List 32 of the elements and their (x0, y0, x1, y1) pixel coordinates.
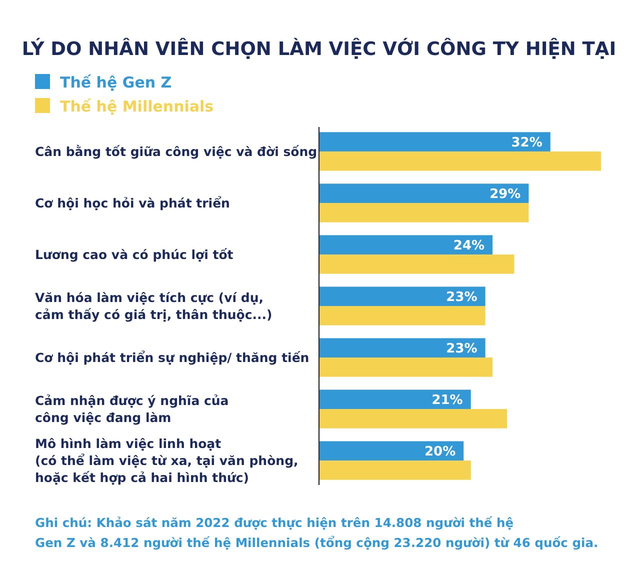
text: Ghi chú: Khảo sát năm 2022 được thực hiện trên 14.808 người thế hệ Gen Z và 8.412 người thế hệ Millennials (tổng cộng 23.220 người) từ 46 quốc gia. (35, 516, 598, 550)
bar (319, 306, 486, 326)
bar (319, 202, 529, 222)
y-tick-label: Cân bằng tốt giữa công việc và đời sống (35, 144, 318, 159)
y-tick-label: Cơ hội học hỏi và phát triển (35, 195, 230, 210)
bar (319, 235, 493, 254)
data-label: 21% (432, 392, 463, 408)
bar (319, 132, 550, 152)
legend-label: Thế hệ Gen Z (60, 73, 172, 92)
bar (319, 460, 471, 480)
data-label: 23% (446, 341, 478, 356)
bar (319, 184, 529, 203)
bar (319, 151, 601, 171)
y-tick-label: Văn hóa làm việc tích cực (ví dụ, cảm thấy có giá trị, thân thuộc...) (35, 290, 272, 322)
bar (319, 286, 486, 306)
data-label: 32% (511, 135, 542, 150)
y-tick-label: Cơ hội phát triển sự nghiệp/ thăng tiến (35, 350, 310, 365)
bar (319, 338, 486, 358)
y-tick-label: Mô hình làm việc linh hoạt (có thể làm việc từ xa, tại văn phòng, hoặc kết hợp cả hai hình thức) (35, 436, 298, 485)
bar (319, 441, 464, 461)
data-label: 29% (490, 186, 521, 202)
data-label: 23% (446, 290, 478, 305)
bar (319, 409, 507, 428)
data-label: 24% (453, 238, 485, 254)
y-tick-label: Cảm nhận được ý nghĩa của công việc đang làm (35, 392, 229, 425)
bar (319, 254, 514, 274)
data-label: 20% (424, 444, 456, 460)
legend-label: Thế hệ Millennials (60, 97, 214, 116)
chart-title: LÝ DO NHÂN VIÊN CHỌN LÀM VIỆC VỚI CÔNG TY HIỆN TẠI (22, 37, 616, 60)
bar (319, 390, 471, 410)
bar (319, 358, 493, 377)
y-tick-label: Lương cao và có phúc lợi tốt (35, 246, 234, 262)
